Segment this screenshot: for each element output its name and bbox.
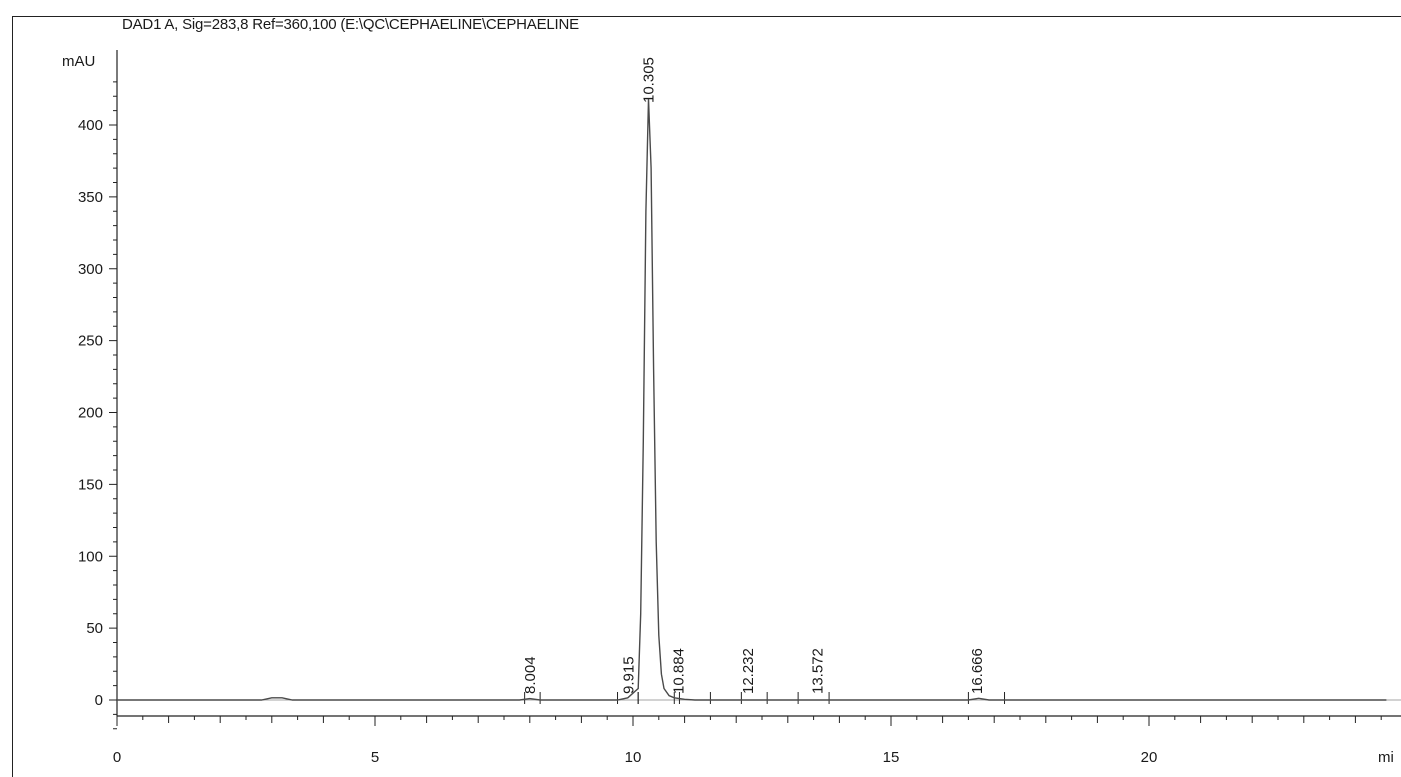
y-tick-label: 150 xyxy=(78,476,103,493)
peak-labels: 8.004 9.915 10.305 10.884 12.232 13.572 16.666 xyxy=(522,57,986,694)
peak-label: 13.572 xyxy=(809,648,826,694)
chart-title: DAD1 A, Sig=283,8 Ref=360,100 (E:\QC\CEP… xyxy=(122,16,579,33)
x-tick-label: 10 xyxy=(625,749,642,764)
y-tick-label: 350 xyxy=(78,189,103,206)
y-tick-label: 400 xyxy=(78,117,103,134)
y-axis-label: mAU xyxy=(62,53,95,70)
y-tick-label: 200 xyxy=(78,405,103,422)
x-axis-unit-label: mi xyxy=(1378,749,1394,764)
chart-frame xyxy=(12,16,1401,777)
x-axis: 0 5 10 15 20 xyxy=(113,699,1401,764)
chromatogram-trace xyxy=(117,99,1387,701)
peak-label: 9.915 xyxy=(621,656,638,694)
peak-baseline-markers xyxy=(524,692,1006,704)
y-axis: 0 50 100 150 200 250 300 350 400 xyxy=(78,50,118,730)
x-tick-label: 20 xyxy=(1141,749,1158,764)
x-tick-label: 15 xyxy=(883,749,900,764)
y-tick-label: 100 xyxy=(78,548,103,565)
peak-label: 8.004 xyxy=(522,656,539,694)
peak-label: 10.305 xyxy=(641,57,658,103)
peak-label: 12.232 xyxy=(740,648,757,694)
x-tick-label: 0 xyxy=(113,749,121,764)
peak-label: 10.884 xyxy=(671,648,688,694)
y-tick-label: 0 xyxy=(95,692,103,709)
y-tick-label: 300 xyxy=(78,261,103,278)
peak-label: 16.666 xyxy=(969,648,986,694)
x-tick-label: 5 xyxy=(371,749,379,764)
y-tick-label: 250 xyxy=(78,333,103,350)
y-tick-label: 50 xyxy=(86,620,103,637)
